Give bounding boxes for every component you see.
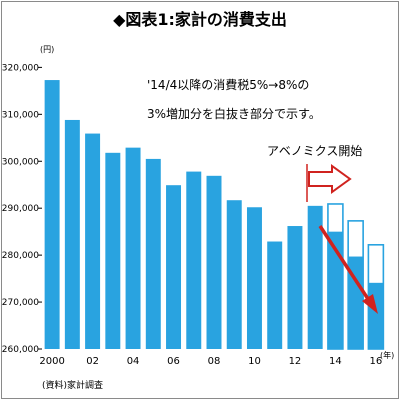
x-tick-label: 02 <box>86 356 99 367</box>
bar <box>64 119 80 350</box>
x-tick-label: 16 <box>370 356 383 367</box>
x-tick-label: 06 <box>167 356 180 367</box>
bar <box>287 226 303 349</box>
x-axis-unit-label: (年) <box>380 350 394 360</box>
source-note: (資料)家計調査 <box>42 379 103 391</box>
bar <box>246 207 262 349</box>
abenomics-label: アベノミクス開始 <box>267 144 362 158</box>
y-tick-label: 320,000 <box>2 63 39 73</box>
bar <box>145 158 161 349</box>
bar <box>348 256 364 349</box>
bar <box>125 147 141 349</box>
bar <box>368 282 384 349</box>
x-tick-label: 08 <box>208 356 221 367</box>
y-tick-label: 300,000 <box>2 157 39 167</box>
bar <box>307 205 323 349</box>
x-tick-label: 12 <box>289 356 302 367</box>
y-tick-label: 280,000 <box>2 251 39 261</box>
x-tick-label: 2000 <box>39 356 64 367</box>
bar <box>186 171 202 349</box>
y-axis-unit-label: (円) <box>40 45 54 54</box>
trend-arrow-shaft <box>318 225 372 303</box>
trend-arrow-head-icon <box>362 294 378 314</box>
bar <box>267 241 283 349</box>
y-tick-label: 270,000 <box>2 298 39 308</box>
x-tick-label: 10 <box>248 356 261 367</box>
tax-note-line2: 3%増加分を白抜き部分で示す。 <box>147 106 321 121</box>
bar <box>166 185 182 349</box>
y-tick-label: 290,000 <box>2 204 39 214</box>
bar <box>105 152 121 349</box>
outline-arrow-icon <box>308 164 352 194</box>
x-tick-label: 04 <box>127 356 140 367</box>
bar <box>206 175 222 349</box>
x-tick-label: 14 <box>329 356 342 367</box>
y-tick-label: 260,000 <box>2 345 39 355</box>
chart-title: ◆図表1:家計の消費支出 <box>113 10 287 29</box>
bar <box>85 133 101 349</box>
bar <box>44 80 60 349</box>
tax-note-line1: '14/4以降の消費税5%→8%の <box>147 77 309 92</box>
bar <box>226 200 242 349</box>
bar <box>327 231 343 349</box>
y-tick-label: 310,000 <box>2 110 39 120</box>
